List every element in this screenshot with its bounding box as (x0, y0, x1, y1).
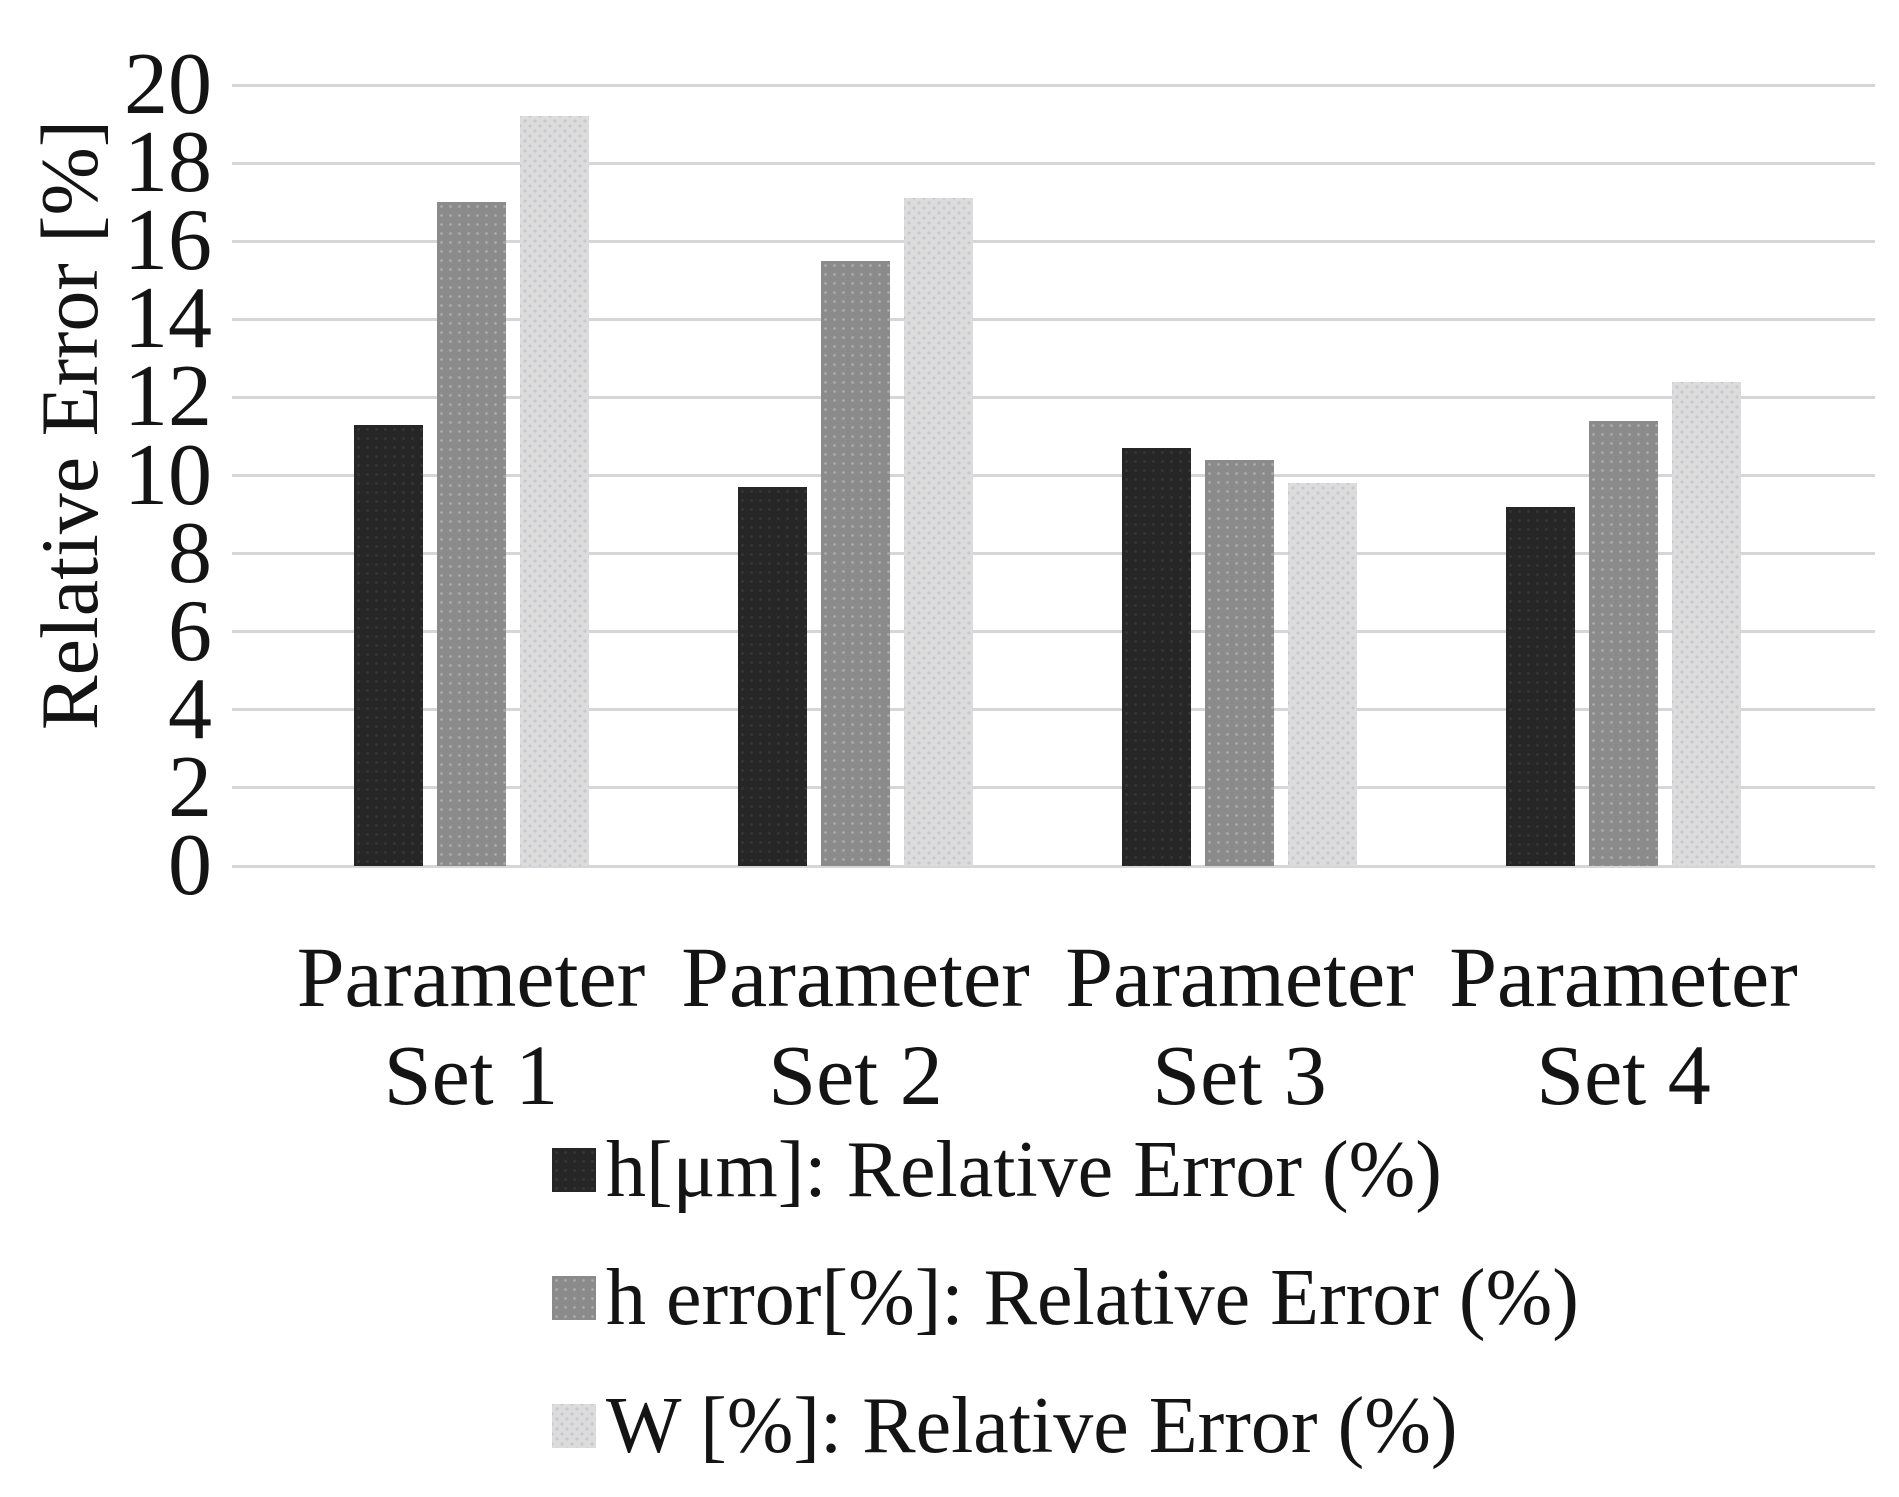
y-tick-label-6: 6 (168, 582, 212, 680)
y-tick-label-18: 18 (124, 114, 212, 212)
gridline-y-8 (232, 552, 1875, 556)
legend-label: h[μm]: Relative Error (%) (606, 1125, 1442, 1214)
gridline-y-4 (232, 708, 1875, 712)
legend-item-2: h error[%]: Relative Error (%) (552, 1250, 1579, 1346)
bar-series-3-category-4 (1672, 381, 1741, 866)
legend-label: h error[%]: Relative Error (%) (606, 1253, 1579, 1342)
legend-marker-icon (552, 1404, 596, 1448)
y-tick-label-10: 10 (124, 426, 212, 524)
gridline-y-2 (232, 786, 1875, 790)
bar-series-1-category-1 (353, 424, 423, 866)
y-tick-label-4: 4 (168, 660, 212, 758)
bar-series-3-category-1 (519, 116, 589, 866)
legend-item-1: h[μm]: Relative Error (%) (552, 1122, 1442, 1218)
y-tick-label-2: 2 (168, 738, 212, 836)
bar-series-2-category-1 (436, 202, 506, 866)
bar-series-2-category-3 (1205, 459, 1274, 866)
x-category-label-line: Set 1 (383, 1027, 559, 1123)
bar-series-1-category-4 (1506, 506, 1575, 866)
x-category-label-line: Parameter (681, 929, 1030, 1025)
gridline-y-10 (232, 474, 1875, 477)
legend-marker-icon (552, 1148, 596, 1192)
bar-series-3-category-2 (904, 198, 973, 866)
y-tick-label-20: 20 (124, 36, 212, 133)
y-axis-tick-labels: 0 2 4 6 8 10 12 14 16 18 20 (0, 0, 212, 1497)
bar-series-3-category-3 (1288, 483, 1357, 866)
x-category-label-line: Parameter (296, 929, 646, 1025)
legend-item-3: W [%]: Relative Error (%) (552, 1378, 1457, 1474)
gridline-y-14 (232, 317, 1875, 321)
plot-area (232, 83, 1875, 868)
legend-label: W [%]: Relative Error (%) (606, 1381, 1458, 1470)
gridline-y-12 (232, 395, 1875, 399)
gridline-y-0 (232, 864, 1875, 868)
x-category-label-3: Parameter Set 3 (980, 928, 1500, 1124)
x-category-label-1: Parameter Set 1 (211, 928, 731, 1124)
y-tick-label-14: 14 (124, 270, 212, 368)
y-tick-label-12: 12 (124, 348, 212, 446)
gridline-y-20 (232, 83, 1875, 87)
gridline-y-16 (232, 239, 1875, 243)
x-category-label-line: Parameter (1065, 929, 1414, 1025)
gridline-y-18 (232, 161, 1875, 165)
x-category-label-line: Set 3 (1152, 1027, 1327, 1123)
x-category-label-line: Set 2 (768, 1027, 943, 1123)
legend-marker-icon (552, 1276, 596, 1320)
y-tick-label-8: 8 (168, 504, 212, 602)
bar-series-2-category-4 (1589, 420, 1658, 866)
x-category-label-line: Parameter (1449, 929, 1798, 1025)
bar-series-2-category-2 (821, 260, 890, 866)
x-category-label-line: Set 4 (1536, 1027, 1711, 1123)
x-category-label-4: Parameter Set 4 (1364, 928, 1884, 1124)
bar-series-1-category-3 (1122, 448, 1191, 866)
gridline-y-6 (232, 630, 1875, 634)
bar-series-1-category-2 (738, 487, 807, 866)
y-tick-label-16: 16 (124, 192, 212, 290)
y-tick-label-0: 0 (168, 817, 212, 914)
x-category-label-2: Parameter Set 2 (596, 928, 1116, 1124)
